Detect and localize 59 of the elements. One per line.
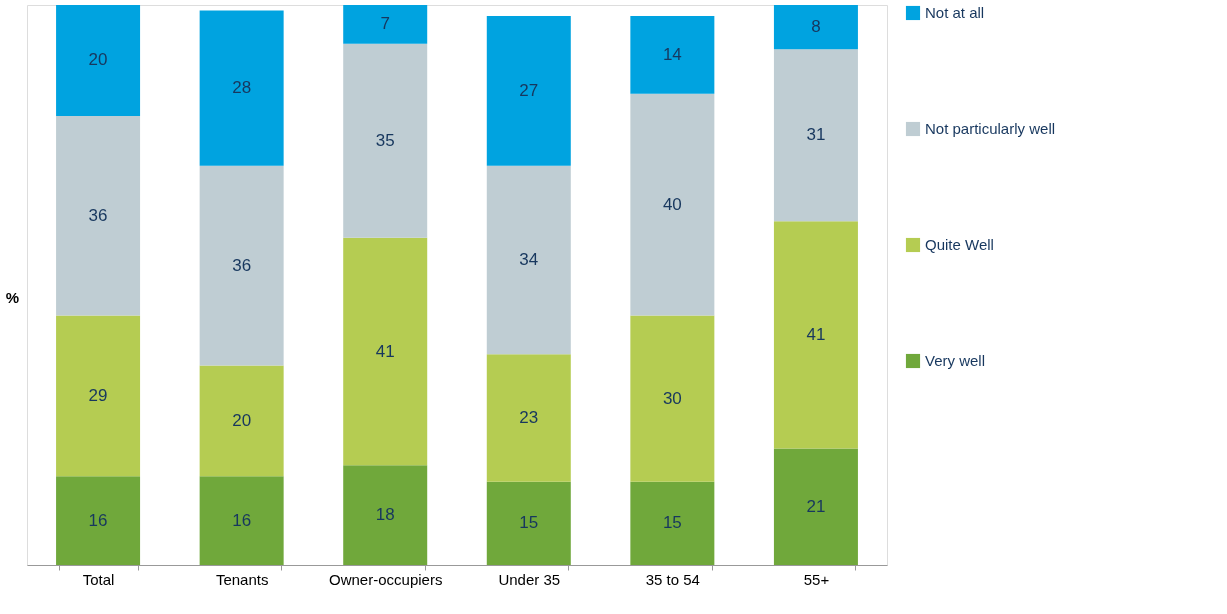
data-label: 41: [806, 324, 826, 344]
bar: [773, 221, 858, 449]
bar: [486, 354, 571, 482]
x-tick-label: 35 to 54: [645, 570, 700, 588]
legend-label: Quite Well: [925, 236, 994, 253]
bar: [343, 465, 428, 565]
data-label: 8: [811, 17, 821, 37]
bar: [486, 16, 571, 166]
bar: [630, 93, 715, 316]
bar: [343, 237, 428, 466]
x-tick-label: 55+: [803, 570, 830, 588]
bar: [199, 365, 284, 477]
data-label: 30: [662, 388, 682, 408]
bar: [199, 476, 284, 565]
data-label: 20: [232, 410, 252, 430]
bar: [56, 476, 141, 565]
data-label: 20: [88, 50, 108, 70]
legend-label: Not at all: [925, 4, 985, 21]
bar: [343, 43, 428, 238]
bar: [199, 165, 284, 366]
data-label: 18: [375, 505, 395, 525]
data-label: 16: [88, 510, 108, 530]
data-label: 14: [662, 44, 682, 64]
bar: [630, 315, 715, 482]
bar: [630, 481, 715, 565]
data-label: 34: [519, 250, 539, 270]
data-label: 40: [662, 194, 682, 214]
x-tick-label: Total: [82, 570, 115, 588]
data-label: 31: [806, 125, 826, 145]
bar: [199, 10, 284, 166]
data-label: 21: [806, 496, 826, 516]
data-label: 36: [232, 255, 252, 275]
data-label: 23: [519, 408, 539, 428]
data-label: 16: [232, 510, 252, 530]
x-tick-label: Under 35: [498, 570, 561, 588]
y-axis-title: %: [5, 288, 20, 306]
x-tick-label: Owner-occupiers: [329, 570, 443, 588]
legend-label: Not particularly well: [925, 120, 1056, 137]
bar: [56, 115, 141, 316]
bar: [630, 16, 715, 94]
bar: [773, 448, 858, 565]
data-label: 28: [232, 78, 252, 98]
data-label: 27: [519, 80, 539, 100]
data-label: 29: [88, 385, 108, 405]
bar: [343, 5, 428, 44]
data-label: 41: [375, 341, 395, 361]
bar: [486, 165, 571, 355]
bar: [486, 481, 571, 565]
data-label: 15: [519, 513, 539, 533]
data-label: 35: [375, 130, 395, 150]
data-label: 15: [662, 513, 682, 533]
bar: [773, 49, 858, 222]
bar: [56, 315, 141, 477]
legend-label: Very well: [925, 352, 986, 369]
bar: [773, 5, 858, 50]
bar: [56, 5, 141, 116]
x-tick-label: Tenants: [215, 570, 269, 588]
data-label: 36: [88, 205, 108, 225]
data-label: 7: [380, 14, 390, 34]
